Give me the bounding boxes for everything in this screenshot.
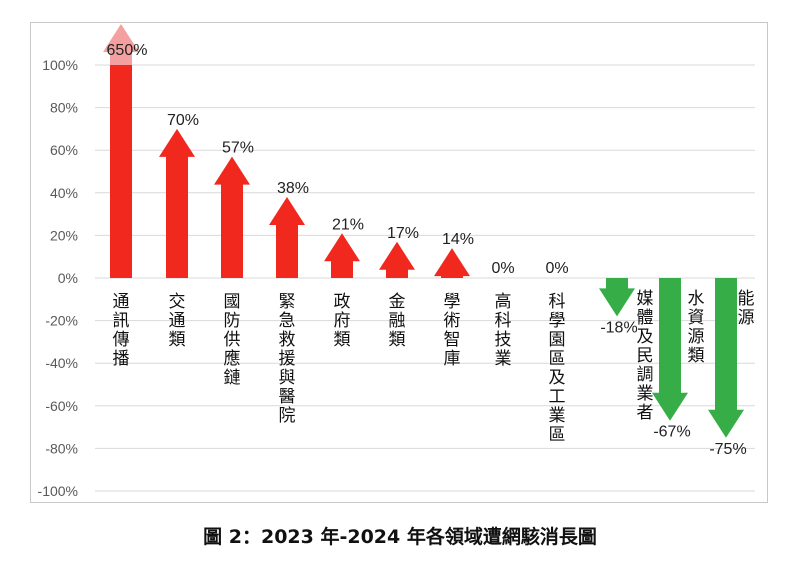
y-tick-label: 20% [50,227,78,243]
arrow-down [599,278,635,317]
arrow-up [379,241,415,278]
arrow-up [269,197,305,278]
data-label: 70% [167,112,199,129]
arrow-up [434,248,470,278]
y-tick-label: 60% [50,142,78,158]
arrow-head-overflow [103,24,139,65]
category-label: 學術智庫 [443,292,461,369]
data-label: 57% [222,140,254,157]
category-label: 交通類 [168,292,186,350]
arrow-up [214,156,250,278]
y-tick-label: -20% [45,313,78,329]
data-label: 0% [545,260,568,277]
data-label: 38% [277,180,309,197]
arrow-shaft [110,65,132,278]
data-label: 0% [491,260,514,277]
y-tick-label: -60% [45,398,78,414]
chart-caption: 圖 2：2023 年-2024 年各領域遭網駭消長圖 [203,526,597,548]
category-label: 媒體及民調業者 [636,289,654,423]
data-label: -18% [600,319,637,336]
y-tick-label: -40% [45,355,78,371]
arrow-down [652,278,688,421]
arrow-down [708,278,744,438]
y-tick-label: 0% [58,270,78,286]
category-label: 高科技業 [494,292,512,369]
y-tick-label: 100% [42,57,78,73]
data-label: 21% [332,216,364,233]
data-label: 17% [387,225,419,242]
y-tick-label: -80% [45,440,78,456]
chart-frame [30,22,768,503]
category-label: 金融類 [388,292,406,350]
arrow-up [324,233,360,278]
y-tick-label: 40% [50,185,78,201]
arrow-up [159,128,195,278]
category-label: 科學園區及工業區 [548,292,566,445]
data-label: 650% [107,42,148,59]
category-label: 通訊傳播 [112,292,130,369]
category-label: 能源 [737,289,755,328]
y-tick-label: 80% [50,100,78,116]
data-label: 14% [442,231,474,248]
y-tick-label: -100% [38,483,78,499]
data-label: -67% [653,424,690,441]
category-label: 國防供應鏈 [223,292,241,388]
category-label: 政府類 [333,292,351,350]
data-label: -75% [709,441,746,458]
category-label: 緊急救援與醫院 [278,292,296,426]
category-label: 水資源類 [687,289,705,366]
